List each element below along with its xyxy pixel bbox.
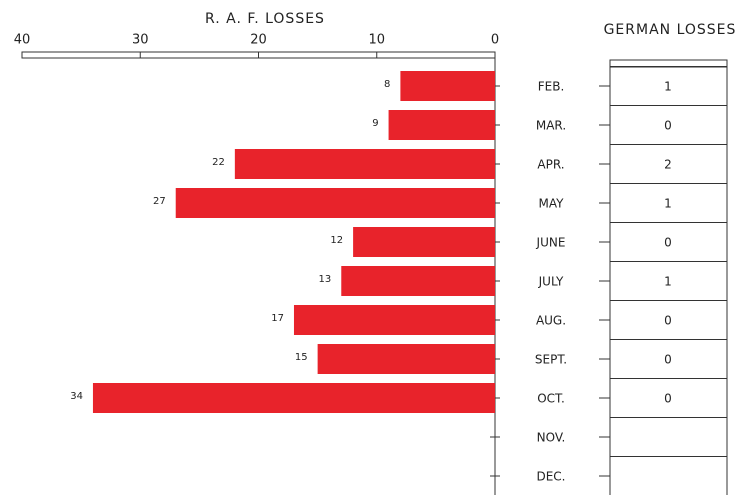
value-label: 17 bbox=[271, 313, 284, 324]
bar bbox=[388, 110, 495, 140]
bar bbox=[353, 227, 495, 257]
bar bbox=[341, 266, 495, 296]
value-label: 13 bbox=[319, 274, 332, 285]
category-label: JULY bbox=[538, 275, 564, 289]
bar bbox=[317, 344, 495, 374]
x-tick-label: 10 bbox=[368, 33, 385, 48]
value-label: 27 bbox=[153, 196, 166, 207]
category-label: FEB. bbox=[538, 80, 565, 94]
category-label: MAR. bbox=[536, 119, 566, 133]
german-value: 0 bbox=[664, 392, 672, 406]
category-label: AUG. bbox=[536, 314, 566, 328]
raf-header: R. A. F. LOSSES bbox=[205, 11, 325, 27]
bar bbox=[400, 71, 495, 101]
bar bbox=[234, 149, 495, 179]
table-box bbox=[609, 59, 728, 495]
bar bbox=[92, 383, 495, 413]
category-label: MAY bbox=[539, 197, 565, 211]
bar bbox=[293, 305, 495, 335]
value-label: 9 bbox=[372, 118, 378, 129]
category-label: SEPT. bbox=[535, 353, 567, 367]
german-value: 0 bbox=[664, 314, 672, 328]
category-label: JUNE bbox=[536, 236, 566, 250]
german-value: 2 bbox=[664, 158, 672, 172]
german-value: 1 bbox=[664, 80, 672, 94]
value-label: 34 bbox=[70, 391, 83, 402]
german-value: 1 bbox=[664, 197, 672, 211]
value-label: 12 bbox=[330, 235, 343, 246]
bar bbox=[175, 188, 495, 218]
category-label: APR. bbox=[537, 158, 564, 172]
german-value: 0 bbox=[664, 353, 672, 367]
category-label: DEC. bbox=[536, 470, 565, 484]
x-tick-label: 20 bbox=[250, 33, 267, 48]
x-tick-label: 30 bbox=[132, 33, 149, 48]
value-label: 8 bbox=[384, 79, 390, 90]
x-tick-label: 40 bbox=[14, 33, 31, 48]
german-value: 1 bbox=[664, 275, 672, 289]
german-header: GERMAN LOSSES bbox=[604, 22, 737, 38]
value-label: 15 bbox=[295, 352, 308, 363]
german-value: 0 bbox=[664, 236, 672, 250]
category-label: OCT. bbox=[537, 392, 565, 406]
german-value: 0 bbox=[664, 119, 672, 133]
x-tick-label: 0 bbox=[491, 33, 499, 48]
category-label: NOV. bbox=[537, 431, 566, 445]
value-label: 22 bbox=[212, 157, 225, 168]
